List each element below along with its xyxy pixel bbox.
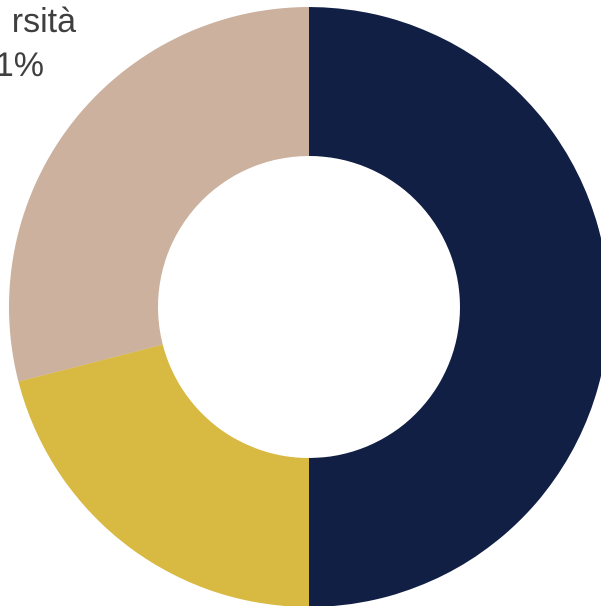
donut-slice-gold — [18, 344, 309, 606]
donut-slice-beige — [8, 7, 309, 382]
donut-slices — [8, 7, 601, 606]
slice-label-name: rsità — [11, 2, 76, 40]
slice-label-percent: 1% — [0, 46, 44, 84]
donut-slice-dark-navy — [309, 7, 601, 606]
